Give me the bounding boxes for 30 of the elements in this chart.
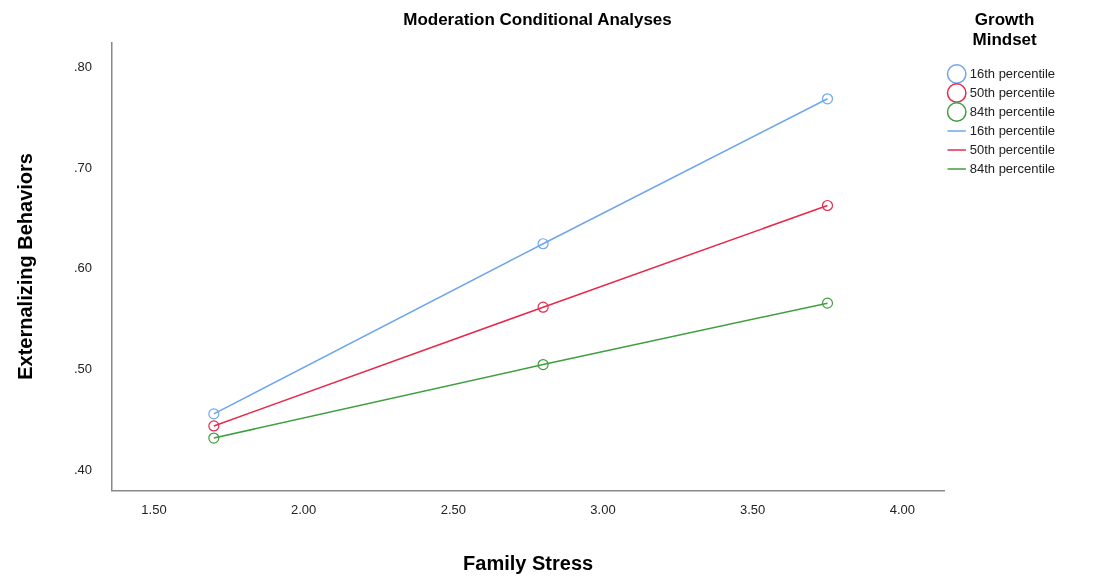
y-tick-label: .50 (73, 361, 93, 377)
x-tick-label: 4.00 (889, 501, 915, 517)
chart-title: Moderation Conditional Analyses (403, 9, 672, 29)
x-tick-label: 2.50 (440, 501, 466, 517)
point (208, 432, 220, 444)
y-tick-label: .80 (73, 59, 93, 75)
point (537, 301, 549, 313)
point (821, 297, 834, 309)
legend-label: 50th percentile (969, 141, 1055, 157)
point (821, 199, 834, 212)
legend-label: 84th percentile (969, 160, 1055, 176)
legend-label: 16th percentile (969, 122, 1055, 138)
x-axis-title: Family Stress (463, 551, 594, 574)
y-tick-label: .40 (73, 461, 93, 477)
y-axis-title: Externalizing Behaviors (13, 153, 36, 380)
x-tick-label: 1.50 (141, 501, 167, 517)
legend-title: Growth Mindset (972, 10, 1038, 49)
x-tick-label: 3.00 (590, 501, 616, 517)
x-tick-label: 3.50 (739, 501, 766, 517)
point (821, 93, 834, 105)
point (208, 408, 220, 420)
point (537, 358, 549, 371)
legend-label: 84th percentile (969, 103, 1055, 119)
legend-label: 50th percentile (969, 84, 1055, 100)
y-tick-label: .60 (73, 260, 93, 276)
point (537, 238, 549, 250)
x-tick-label: 2.00 (290, 501, 317, 517)
y-tick-label: .70 (73, 159, 93, 175)
legend-label: 16th percentile (969, 65, 1055, 81)
point (208, 420, 220, 432)
